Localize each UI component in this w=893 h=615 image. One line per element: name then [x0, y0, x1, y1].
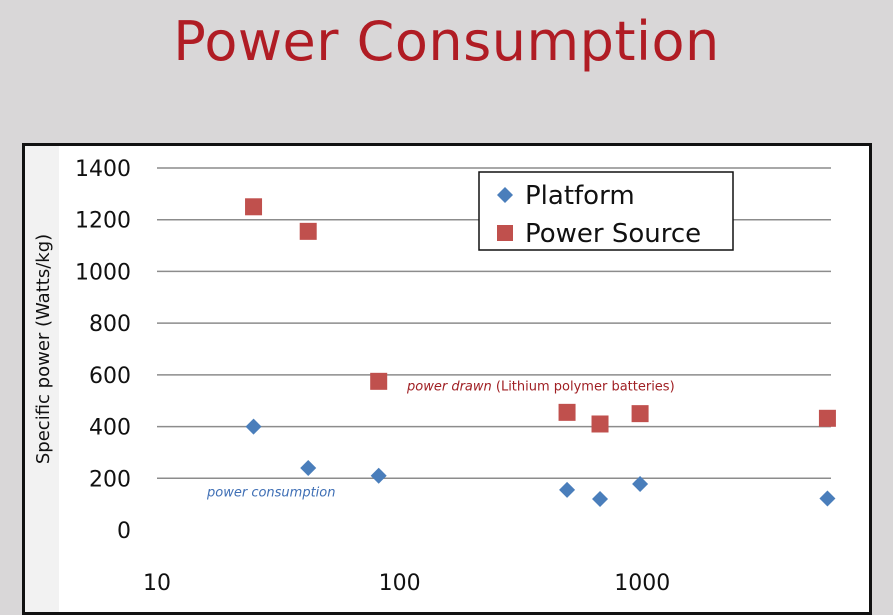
- y-tick-label: 1000: [75, 260, 131, 285]
- power-source-point: [245, 198, 263, 216]
- scatter-chart: 0 200 400 600 800 1000 1200 1400 10 100 1000 Specif…: [25, 146, 869, 612]
- power-source-point: [299, 222, 317, 240]
- platform-point: [632, 475, 649, 492]
- y-tick-label: 1400: [75, 157, 131, 182]
- x-tick-label: 100: [379, 571, 421, 596]
- platform-point: [819, 490, 836, 507]
- y-tick-label: 200: [89, 467, 131, 492]
- x-tick-label: 1000: [614, 571, 670, 596]
- power-source-point: [370, 372, 388, 390]
- y-tick-label: 800: [89, 312, 131, 337]
- legend-marker-platform: [497, 187, 513, 203]
- platform-point: [300, 459, 317, 476]
- annotation-power-consumption: power consumption: [206, 485, 335, 500]
- annotation-power-drawn-emph: power drawn: [406, 379, 492, 394]
- y-tick-label: 1200: [75, 209, 131, 234]
- y-tick-label: 600: [89, 364, 131, 389]
- y-tick-label: 400: [89, 416, 131, 441]
- platform-point: [370, 467, 387, 484]
- plot-left-band: [25, 146, 59, 612]
- slide-title: Power Consumption: [173, 10, 720, 73]
- plot-background: [59, 146, 869, 612]
- power-source-point: [558, 403, 576, 421]
- legend-box: [478, 171, 734, 251]
- power-source-point: [591, 415, 609, 433]
- platform-point: [245, 418, 262, 435]
- chart-frame: 0 200 400 600 800 1000 1200 1400 10 100 1000 Specif…: [22, 143, 872, 615]
- annotation-power-drawn-detail: (Lithium polymer batteries): [492, 379, 675, 394]
- legend-marker-power-source: [497, 225, 513, 241]
- platform-point: [592, 490, 609, 507]
- annotation-power-drawn: power drawn (Lithium polymer batteries): [406, 379, 675, 394]
- y-tick-label: 0: [117, 519, 131, 544]
- power-source-point: [818, 409, 836, 427]
- platform-point: [559, 481, 576, 498]
- legend-label: Platform: [525, 181, 635, 211]
- x-tick-label: 10: [143, 571, 171, 596]
- legend-label: Power Source: [525, 219, 701, 249]
- y-axis-label: Specific power (Watts/kg): [33, 234, 54, 464]
- power-source-point: [631, 405, 649, 423]
